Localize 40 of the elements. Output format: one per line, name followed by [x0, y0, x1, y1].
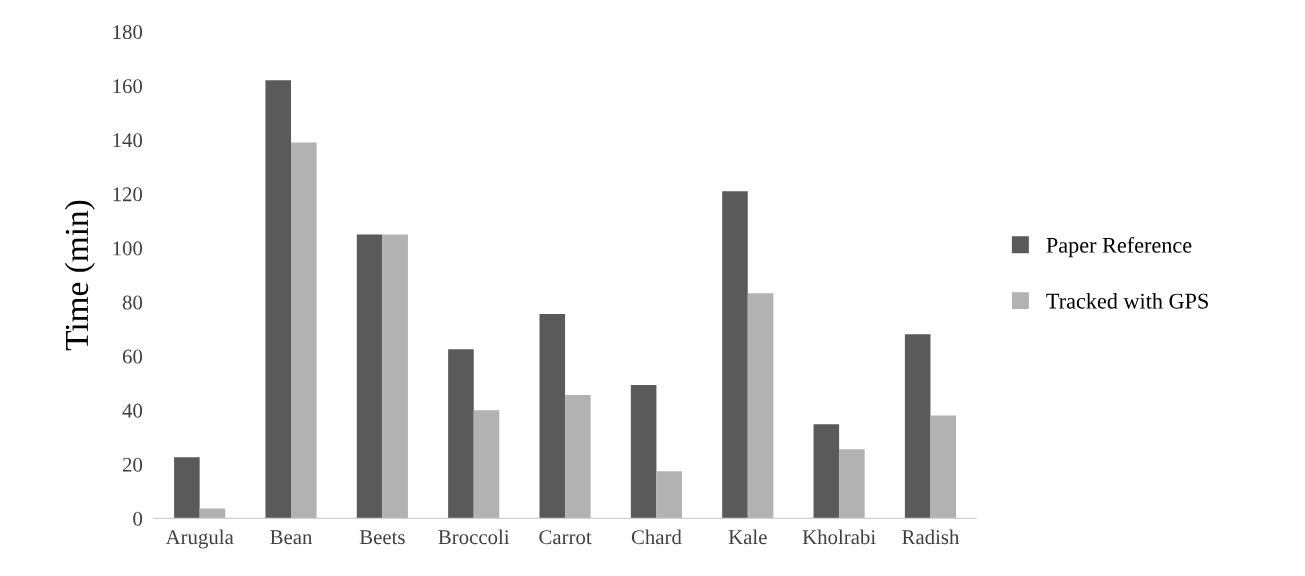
x-tick-label: Kale [728, 529, 767, 545]
bar [473, 410, 500, 519]
x-tick-label: Radish [902, 529, 960, 545]
y-tick-label: 60 [122, 349, 143, 364]
y-tick-label: 120 [113, 187, 143, 202]
bar [174, 457, 200, 519]
bar [539, 313, 566, 519]
y-axis-title: Time (min) [64, 200, 95, 351]
bar [265, 80, 292, 519]
bar [722, 191, 748, 519]
x-tick-label: Bean [270, 530, 313, 545]
y-tick-label: 20 [122, 457, 143, 472]
bar [813, 424, 840, 519]
y-tick-label: 0 [133, 511, 143, 526]
y-tick-label: 40 [122, 403, 143, 418]
bar [930, 415, 957, 519]
y-tick-label: 100 [113, 241, 143, 256]
y-tick-label: 140 [113, 133, 143, 148]
bar [747, 293, 774, 519]
x-tick-label: Arugula [165, 529, 234, 549]
bar [904, 334, 931, 519]
bar [656, 471, 682, 519]
bar [839, 449, 865, 519]
bar [356, 234, 383, 519]
bar [291, 142, 317, 519]
x-tick-label: Beets [359, 530, 405, 545]
legend-label: Paper Reference [1046, 236, 1192, 258]
y-tick-label: 80 [122, 295, 143, 310]
bar [199, 508, 226, 519]
bar [630, 385, 657, 519]
x-tick-label: Broccoli [438, 529, 510, 545]
y-tick-label: 180 [113, 25, 143, 40]
x-tick-label: Carrot [539, 530, 592, 545]
y-tick-label: 160 [113, 79, 143, 94]
legend-label: Tracked with GPS [1046, 293, 1208, 309]
bar [382, 234, 408, 519]
bar [565, 395, 591, 519]
x-tick-label: Chard [631, 529, 682, 545]
x-tick-label: Kholrabi [802, 529, 876, 545]
bar [448, 349, 474, 519]
